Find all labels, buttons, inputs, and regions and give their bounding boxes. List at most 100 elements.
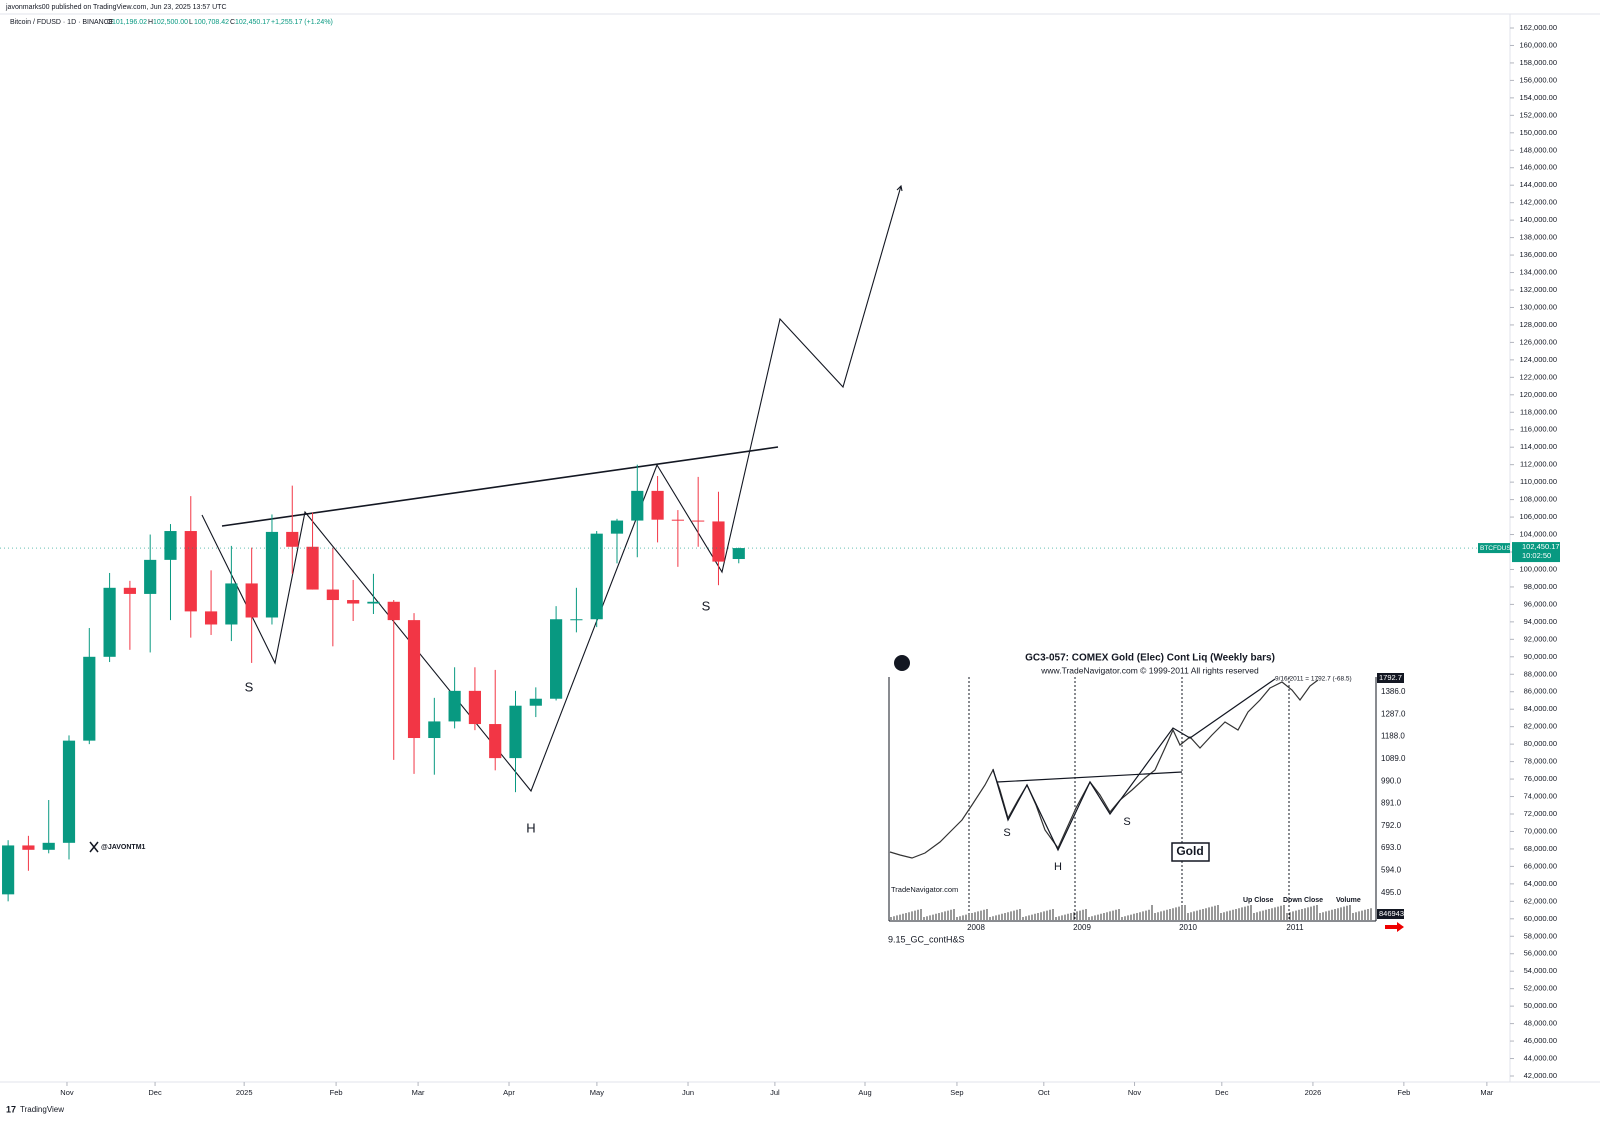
candle-body — [225, 583, 238, 625]
y-tick-label: 116,000.00 — [1520, 425, 1557, 434]
candle-body — [326, 589, 339, 601]
candle-body — [184, 531, 197, 612]
candle-body — [306, 546, 319, 590]
y-tick-label: 54,000.00 — [1524, 966, 1557, 975]
y-tick-label: 74,000.00 — [1524, 792, 1557, 801]
y-tick-label: 60,000.00 — [1524, 914, 1557, 923]
inset-legend: Volume — [1336, 897, 1361, 904]
inset-volume-tag: 846943 — [1379, 909, 1404, 918]
pattern-label: S — [702, 598, 711, 613]
y-tick-label: 82,000.00 — [1524, 722, 1557, 731]
footer: 17 TradingView — [6, 1104, 64, 1114]
brand: TradingView — [20, 1105, 64, 1114]
inset-last-note: 9/16/2011 = 1792.7 (-68.5) — [1275, 676, 1352, 683]
candle-body — [2, 845, 15, 895]
inset-price-label: 495.0 — [1381, 888, 1402, 897]
candle-body — [347, 600, 360, 604]
candle-body — [712, 521, 725, 562]
candle-body — [387, 601, 400, 621]
price-tag-bg — [1478, 543, 1510, 554]
y-tick-label: 152,000.00 — [1519, 110, 1557, 119]
ohlc-value: 102,500.00 — [153, 19, 188, 26]
y-tick-label: 76,000.00 — [1524, 774, 1557, 783]
candle-body — [448, 690, 461, 722]
pattern-label: H — [526, 820, 535, 835]
y-tick-label: 120,000.00 — [1519, 390, 1557, 399]
y-tick-label: 160,000.00 — [1519, 40, 1557, 49]
ohlc-key: H — [148, 19, 153, 26]
candle-body — [610, 520, 624, 534]
y-tick-label: 140,000.00 — [1519, 215, 1557, 224]
inset-price-label: 1287.0 — [1381, 709, 1406, 718]
y-tick-label: 126,000.00 — [1519, 337, 1557, 346]
y-tick-label: 92,000.00 — [1524, 634, 1557, 643]
x-tick-label: Nov — [1128, 1088, 1142, 1097]
inset-pattern-label: S — [1003, 827, 1010, 839]
change: +1,255.17 (+1.24%) — [271, 19, 333, 26]
y-tick-label: 58,000.00 — [1524, 931, 1557, 940]
y-tick-label: 128,000.00 — [1519, 320, 1557, 329]
x-tick-label: Dec — [1215, 1088, 1229, 1097]
neckline — [221, 446, 779, 527]
inset-price-label: 792.0 — [1381, 821, 1402, 830]
y-tick-label: 66,000.00 — [1524, 861, 1557, 870]
ohlc-key: C — [230, 19, 235, 26]
candle-body — [123, 587, 136, 594]
x-tick-label: Feb — [1397, 1088, 1410, 1097]
y-tick-label: 122,000.00 — [1519, 372, 1557, 381]
price-tag-value-bg — [1512, 542, 1560, 563]
y-tick-label: 84,000.00 — [1524, 704, 1557, 713]
x-tick-label: Mar — [1480, 1088, 1493, 1097]
inset-price-label: 1386.0 — [1381, 687, 1406, 696]
y-tick-label: 94,000.00 — [1524, 617, 1557, 626]
x-tick-label: May — [590, 1088, 604, 1097]
candle-body — [286, 531, 299, 547]
x-tick-label: Jul — [770, 1088, 780, 1097]
ohlc-value: 100,708.42 — [194, 19, 229, 26]
x-tick-label: Nov — [60, 1088, 74, 1097]
y-tick-label: 100,000.00 — [1519, 564, 1557, 573]
candle-body — [245, 583, 258, 618]
y-tick-label: 154,000.00 — [1519, 93, 1557, 102]
inset-drawings — [992, 678, 1276, 852]
symbol: Bitcoin / FDUSD · 1D · BINANCE — [10, 19, 114, 26]
candle-body — [489, 724, 502, 759]
inset-caption: 9.15_GC_contH&S — [888, 934, 965, 944]
y-tick-label: 136,000.00 — [1519, 250, 1557, 259]
y-tick-label: 50,000.00 — [1524, 1001, 1557, 1010]
x-tick-label: Oct — [1038, 1088, 1051, 1097]
x-logo — [89, 841, 99, 853]
inset-legend: Up Close — [1243, 897, 1273, 904]
candle-body — [164, 531, 177, 560]
candle-body — [529, 698, 542, 706]
inset-logo — [894, 655, 910, 671]
watermark-text: @JAVONTM1 — [101, 844, 146, 851]
x-tick-label: Apr — [503, 1088, 515, 1097]
y-tick-label: 118,000.00 — [1520, 407, 1557, 416]
drawings — [201, 184, 903, 793]
candle-body — [570, 619, 583, 621]
candle-body — [671, 519, 684, 521]
y-tick-label: 64,000.00 — [1524, 879, 1557, 888]
watermark: @JAVONTM1 — [89, 841, 146, 853]
projection-path — [201, 185, 902, 793]
x-tick-label: Dec — [148, 1088, 162, 1097]
y-tick-label: 148,000.00 — [1519, 145, 1557, 154]
arrow-head — [896, 184, 903, 192]
y-tick-label: 46,000.00 — [1524, 1036, 1557, 1045]
candle-body — [550, 619, 563, 699]
pattern-label: S — [245, 679, 254, 694]
y-tick-label: 88,000.00 — [1524, 669, 1557, 678]
y-tick-label: 80,000.00 — [1524, 739, 1557, 748]
inset-year-label: 2011 — [1286, 923, 1304, 932]
y-tick-label: 96,000.00 — [1524, 599, 1557, 608]
y-tick-label: 134,000.00 — [1519, 268, 1557, 277]
inset-price-line — [889, 679, 1319, 859]
publisher: javonmarks00 published on TradingView.co… — [5, 4, 227, 11]
candle-body — [631, 490, 644, 521]
inset-title: GC3-057: COMEX Gold (Elec) Cont Liq (Wee… — [1025, 653, 1275, 664]
inset-arrow — [1385, 922, 1404, 932]
y-tick-label: 72,000.00 — [1524, 809, 1557, 818]
y-tick-label: 156,000.00 — [1519, 75, 1557, 84]
ohlc-value: 101,196.02 — [112, 19, 147, 26]
